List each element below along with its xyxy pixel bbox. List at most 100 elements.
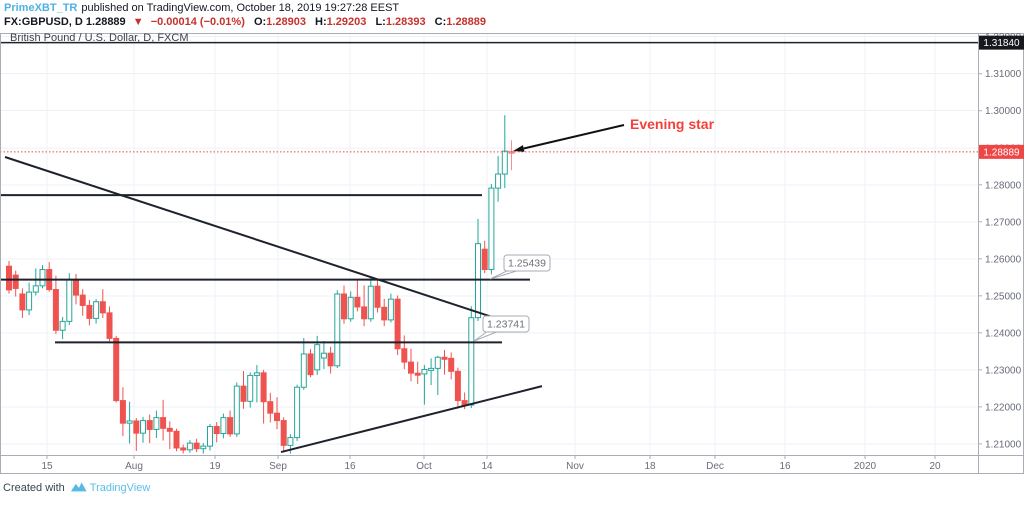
candle-down	[374, 278, 381, 313]
evening-star-annotation[interactable]: Evening star	[513, 116, 715, 152]
candle-body	[59, 320, 66, 331]
candle-down	[414, 361, 421, 384]
candle-body	[173, 430, 180, 449]
candle-body	[26, 291, 33, 311]
candle-down	[260, 369, 267, 424]
candle-down	[481, 240, 488, 274]
price-tick-label: 1.23000	[985, 365, 1022, 376]
candle-body	[113, 337, 120, 402]
candle-body	[73, 279, 79, 296]
price-label-callout[interactable]: 1.23741	[473, 315, 530, 342]
chart-frame	[0, 33, 1024, 474]
candle-body	[468, 317, 475, 406]
candle-up	[495, 155, 502, 202]
candle-down	[173, 428, 180, 452]
candle-down	[19, 288, 26, 319]
candle-body	[428, 367, 435, 371]
time-tick-label: Aug	[125, 461, 143, 472]
trendline-drawing[interactable]	[280, 385, 543, 454]
callout-text: 1.25439	[508, 258, 546, 270]
candle-body	[240, 385, 247, 402]
candle-body	[32, 285, 39, 293]
annotation-text: Evening star	[630, 116, 715, 132]
candle-body	[186, 442, 193, 451]
candle-body	[52, 289, 59, 331]
candle-down	[106, 306, 113, 342]
candle-body	[247, 374, 254, 402]
candle-up	[488, 184, 495, 275]
candle-body	[260, 372, 267, 403]
trendline-drawing[interactable]	[4, 156, 493, 318]
close-label: C:	[434, 16, 447, 28]
publication-line: PrimeXBT_TR published on TradingView.com,…	[4, 1, 1020, 15]
candle-body	[421, 368, 428, 375]
candle-down	[394, 295, 401, 356]
time-tick-label: Dec	[706, 461, 724, 472]
time-tick-label: 15	[41, 461, 53, 472]
candle-body	[99, 301, 106, 314]
candle-body	[267, 401, 274, 414]
candle-up	[126, 401, 133, 444]
last-price-badge-bg	[979, 144, 1024, 159]
candle-down	[508, 140, 515, 171]
high-label: H:	[315, 16, 327, 28]
candle-body	[193, 442, 200, 450]
candle-body	[287, 437, 294, 446]
candle-body	[160, 417, 167, 429]
candle-down	[52, 275, 59, 334]
candle-up	[294, 384, 301, 441]
candle-up	[26, 282, 33, 316]
callout-box	[503, 254, 551, 272]
candle-up	[233, 382, 240, 437]
candle-up	[32, 268, 39, 296]
last-price-badge: 1.28889	[979, 144, 1024, 159]
candle-down	[267, 392, 274, 423]
candle-body	[501, 150, 508, 175]
candle-up	[468, 306, 475, 408]
candle-up	[66, 273, 73, 326]
candle-body	[166, 427, 173, 432]
candle-down	[213, 422, 220, 443]
candle-body	[414, 372, 421, 376]
candle-body	[274, 412, 280, 422]
callout-text: 1.23741	[487, 319, 525, 331]
chart-title: British Pound / U.S. Dollar, D, FXCM	[10, 32, 189, 44]
price-tick-label: 1.25000	[985, 291, 1022, 302]
price-axis[interactable]: 1.21000 1.22000 1.23000 1.24000 1.25000 1.260…	[978, 32, 1022, 450]
candle-down	[354, 278, 361, 312]
candle-body	[481, 248, 488, 271]
candle-body	[341, 293, 347, 320]
candle-body	[408, 361, 414, 374]
candle-down	[119, 387, 126, 437]
low-value: 1.28393	[385, 16, 426, 28]
candle-body	[367, 285, 374, 320]
candle-up	[39, 265, 46, 289]
candle-body	[374, 285, 381, 308]
candle-body	[441, 356, 448, 360]
tradingview-brand-link[interactable]: TradingView	[89, 482, 151, 494]
candle-down	[341, 285, 347, 324]
candle-body	[39, 269, 46, 287]
time-axis[interactable]: 15 Aug 19 Sep 16 Oct 14 Nov 18 Dec 16 2020 20	[41, 455, 941, 472]
watermark[interactable]: Created with TradingView	[3, 480, 150, 496]
time-tick-label: 2020	[854, 461, 877, 472]
candle-body	[106, 312, 113, 339]
candle-down	[307, 349, 314, 378]
price-tick-label: 1.27000	[985, 217, 1022, 228]
candle-down	[99, 289, 106, 319]
candle-body	[66, 279, 73, 322]
price-label-callout[interactable]: 1.25439	[489, 254, 551, 280]
open-value: 1.28903	[266, 16, 306, 28]
time-tick-label: 19	[209, 461, 221, 472]
candle-down	[441, 349, 448, 375]
candle-down	[180, 444, 187, 454]
publication-header: PrimeXBT_TR published on TradingView.com,…	[4, 1, 1020, 30]
candle-body	[86, 304, 93, 319]
candle-up	[207, 423, 213, 451]
author-link[interactable]: PrimeXBT_TR	[4, 2, 78, 14]
candle-body	[280, 420, 287, 446]
candle-down	[146, 414, 153, 444]
candle-body	[354, 296, 361, 308]
